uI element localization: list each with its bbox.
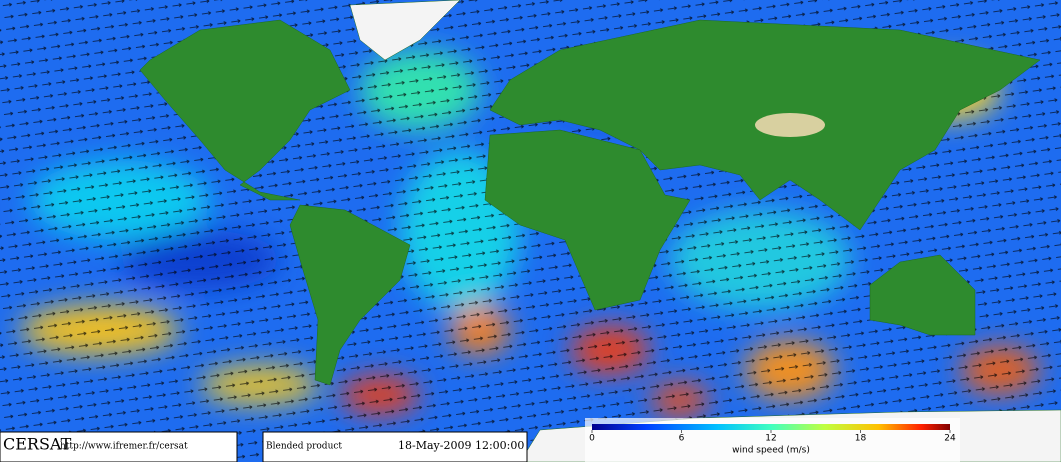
footer-box [262,431,528,463]
date: 18-May-2009 12:00:00 [398,439,524,452]
product: Blended product [266,442,342,452]
africa [484,129,691,311]
south-america [289,204,411,386]
footer-box [0,431,238,463]
australia [869,254,976,336]
colorbar-tick-label: 6 [679,434,685,444]
north-america [139,19,351,201]
greenland [349,0,461,61]
footer: CERSAT http://www.ifremer.fr/cersat Blen… [0,418,960,463]
colorbar [592,424,950,430]
url: http://www.ifremer.fr/cersat [60,442,188,452]
logo: CERSAT [3,435,72,454]
colorbar-tick-label: 18 [855,434,867,444]
colorbar-label: wind speed (m/s) [732,446,810,456]
colorbar-tick-label: 24 [944,434,956,444]
colorbar-tick-label: 0 [589,434,595,444]
colorbar-tick-label: 12 [765,434,776,444]
